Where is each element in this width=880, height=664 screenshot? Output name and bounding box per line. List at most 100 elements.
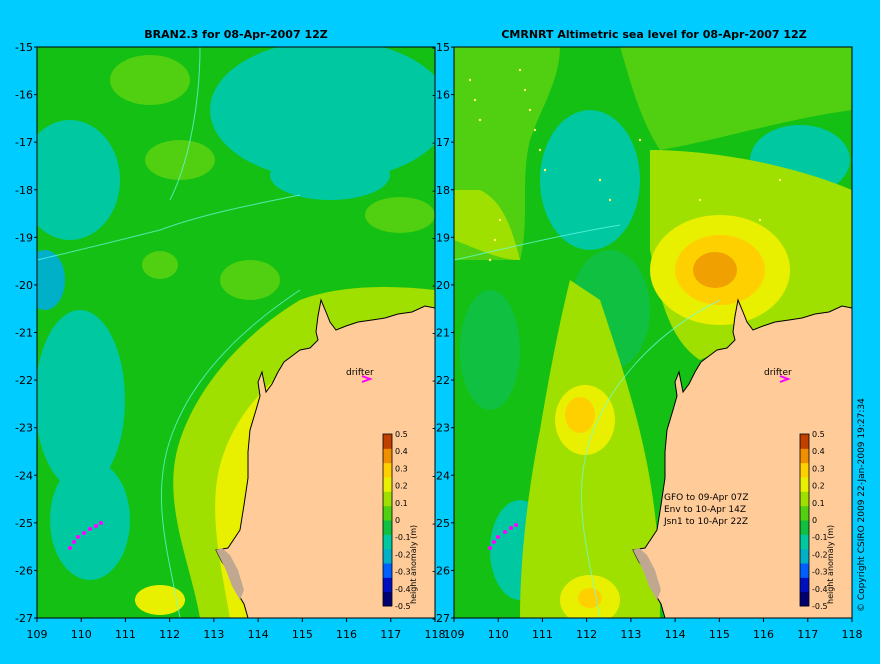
- right-colorbar-segment: [800, 591, 809, 607]
- right-lat-tick: -20: [432, 279, 450, 292]
- left-lat-tick: -23: [15, 422, 33, 435]
- left-lon-tick: 117: [380, 628, 401, 641]
- left-colorbar-segment: [383, 434, 392, 449]
- right-colorbar-tick: 0: [812, 516, 817, 525]
- left-lat-tick: -20: [15, 279, 33, 292]
- left-lon-tick: 118: [425, 628, 446, 641]
- copyright-text: © Copyright CSIRO 2009 22-Jan-2009 19:27…: [857, 398, 867, 612]
- right-lon-tick: 114: [665, 628, 686, 641]
- left-drifter-label: drifter: [346, 368, 374, 378]
- right-lon-tick: 116: [753, 628, 774, 641]
- sat-note-3: Jsn1 to 10-Apr 22Z: [663, 517, 748, 527]
- left-colorbar-segment: [383, 477, 392, 492]
- right-colorbar-segment: [800, 462, 809, 478]
- left-colorbar-tick: -0.2: [395, 550, 411, 559]
- left-lon-tick: 110: [71, 628, 92, 641]
- right-colorbar-tick: 0.2: [812, 482, 825, 491]
- right-colorbar: 0.5 0.4 0.3 0.2 0.1 0 -0.1 -0.2 -0.3 -0.4 -0.5heig…: [799, 430, 835, 611]
- left-drifter-track: [68, 521, 103, 550]
- left-lon-tick: 109: [27, 628, 48, 641]
- left-lat-tick: -24: [15, 469, 33, 482]
- right-lat-tick: -16: [432, 89, 450, 102]
- left-colorbar-frame: [382, 433, 393, 607]
- left-lat-tick: -17: [15, 136, 33, 149]
- left-colorbar-tick: 0: [395, 516, 400, 525]
- left-map: [37, 47, 435, 618]
- right-lat-tick: -27: [432, 612, 450, 625]
- right-colorbar-segment: [800, 548, 809, 564]
- right-colorbar-tick: -0.1: [812, 533, 828, 542]
- sat-note-2: Env to 10-Apr 14Z: [664, 505, 746, 515]
- left-colorbar-segment: [383, 534, 392, 550]
- right-colorbar-segment: [800, 577, 809, 593]
- left-lat-tick: -18: [15, 184, 33, 197]
- left-colorbar-tick: -0.3: [395, 568, 411, 577]
- left-colorbar-segment: [383, 591, 392, 607]
- right-lon-tick: 117: [797, 628, 818, 641]
- right-lat-tick: -22: [432, 374, 450, 387]
- left-lat-tick: -15: [15, 41, 33, 54]
- left-lon-tick: 112: [159, 628, 180, 641]
- right-lat-tick: -21: [432, 327, 450, 340]
- left-colorbar-tick: 0.4: [395, 447, 408, 456]
- right-map: [454, 47, 852, 618]
- left-lat-tick: -19: [15, 231, 33, 244]
- left-colorbar-segment: [383, 448, 392, 464]
- right-colorbar-tick: -0.4: [812, 585, 828, 594]
- right-lon-tick: 111: [532, 628, 553, 641]
- left-colorbar-segment: [383, 520, 392, 535]
- left-lon-tick: 115: [292, 628, 313, 641]
- left-colorbar-segment: [383, 462, 392, 478]
- right-lon-tick: 113: [620, 628, 641, 641]
- left-colorbar-segment: [383, 548, 392, 564]
- right-colorbar-tick: -0.5: [812, 602, 828, 611]
- right-colorbar-tick: 0.3: [812, 464, 825, 473]
- sat-note-1: GFO to 09-Apr 07Z: [664, 493, 749, 503]
- left-colorbar-tick: 0.3: [395, 464, 408, 473]
- left-colorbar-segment: [383, 563, 392, 578]
- right-colorbar-tick: 0.1: [812, 499, 825, 508]
- left-lon-tick: 113: [203, 628, 224, 641]
- right-drifter-track: [488, 523, 518, 550]
- right-drifter-marker: [779, 375, 791, 383]
- right-lat-tick: -24: [432, 469, 450, 482]
- left-lon-tick: 114: [248, 628, 269, 641]
- right-colorbar-tick: -0.2: [812, 550, 828, 559]
- left-colorbar-label: height anomaly (m): [409, 525, 418, 604]
- right-lat-tick: -18: [432, 184, 450, 197]
- left-colorbar-segment: [383, 491, 392, 507]
- left-axis-ticks: 109 110 111 112 113 114 115 116 117 118 -15 -16 -17 -…: [15, 41, 445, 641]
- left-colorbar-tick: 0.1: [395, 499, 408, 508]
- satellite-tracks: [468, 68, 782, 262]
- right-lon-tick: 118: [842, 628, 863, 641]
- right-colorbar-segment: [800, 534, 809, 550]
- right-panel-title: CMRNRT Altimetric sea level for 08-Apr-2…: [501, 28, 806, 41]
- left-colorbar-tick: -0.4: [395, 585, 411, 594]
- right-colorbar-segment: [800, 434, 809, 449]
- left-lon-tick: 111: [115, 628, 136, 641]
- left-colorbar-tick: -0.1: [395, 533, 411, 542]
- right-axis-ticks: 109 110 111 112 113 114 115 116 117 118 -15 -16 -17 -…: [432, 41, 862, 641]
- left-lat-tick: -22: [15, 374, 33, 387]
- right-colorbar-tick: 0.5: [812, 430, 825, 439]
- left-lat-tick: -26: [15, 564, 33, 577]
- left-lat-tick: -21: [15, 327, 33, 340]
- left-lat-tick: -27: [15, 612, 33, 625]
- right-drifter-label: drifter: [764, 368, 792, 378]
- left-drifter-marker: [361, 375, 373, 383]
- right-lon-tick: 115: [709, 628, 730, 641]
- left-colorbar: 0.5 0.4 0.3 0.2 0.1 0 -0.1 -0.2 -0.3 -0.4 -0.5heig…: [382, 430, 418, 611]
- left-colorbar-tick: 0.5: [395, 430, 408, 439]
- right-colorbar-segment: [800, 505, 809, 521]
- right-colorbar-segment: [800, 520, 809, 535]
- right-colorbar-tick: 0.4: [812, 447, 825, 456]
- right-lat-tick: -23: [432, 422, 450, 435]
- right-colorbar-segment: [800, 448, 809, 464]
- left-lat-tick: -25: [15, 517, 33, 530]
- right-colorbar-segment: [800, 563, 809, 578]
- left-colorbar-segment: [383, 577, 392, 593]
- left-lon-tick: 116: [336, 628, 357, 641]
- left-lat-tick: -16: [15, 89, 33, 102]
- right-lat-tick: -25: [432, 517, 450, 530]
